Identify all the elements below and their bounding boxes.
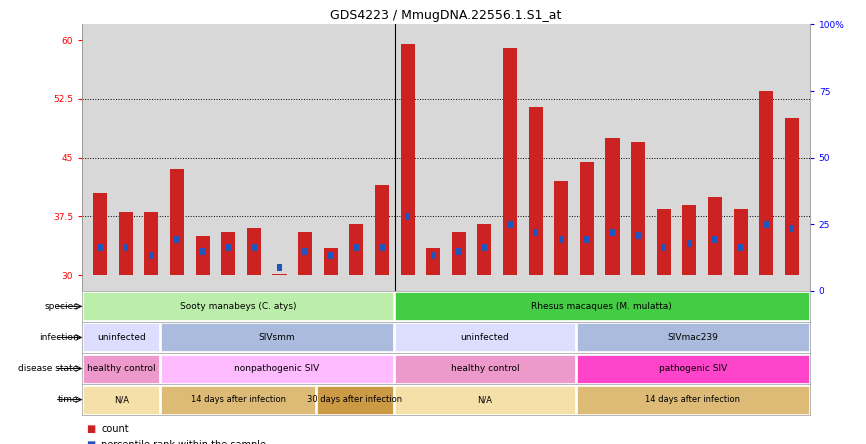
Bar xyxy=(123,244,128,251)
Text: healthy control: healthy control xyxy=(87,364,156,373)
Bar xyxy=(395,293,809,321)
Text: ■: ■ xyxy=(87,424,96,434)
Bar xyxy=(577,354,809,382)
Bar xyxy=(708,197,722,275)
Bar xyxy=(481,244,487,251)
Bar xyxy=(636,233,641,239)
Bar xyxy=(764,221,769,228)
Bar xyxy=(577,324,809,352)
Text: N/A: N/A xyxy=(477,395,493,404)
Bar xyxy=(395,324,575,352)
Bar xyxy=(610,229,615,236)
Bar xyxy=(585,236,590,243)
Bar xyxy=(375,185,389,275)
Bar xyxy=(298,232,312,275)
Text: infection: infection xyxy=(39,333,79,342)
Bar xyxy=(507,221,513,228)
Bar xyxy=(119,213,132,275)
Bar xyxy=(405,213,410,220)
Bar xyxy=(226,244,231,251)
Text: uninfected: uninfected xyxy=(461,333,509,342)
Bar xyxy=(682,205,696,275)
Text: SIVsmm: SIVsmm xyxy=(259,333,295,342)
Bar xyxy=(395,354,575,382)
Bar xyxy=(712,236,718,243)
Bar xyxy=(98,244,103,251)
Bar xyxy=(503,48,517,275)
Bar xyxy=(277,264,282,271)
Bar xyxy=(221,232,236,275)
Text: disease state: disease state xyxy=(18,364,79,373)
Text: species: species xyxy=(45,302,79,311)
Bar xyxy=(149,252,154,259)
Bar xyxy=(317,385,393,414)
Text: ■: ■ xyxy=(87,440,96,444)
Bar xyxy=(328,252,333,259)
Bar xyxy=(687,240,692,247)
Bar xyxy=(196,236,210,275)
Bar xyxy=(349,224,364,275)
Text: Sooty manabeys (C. atys): Sooty manabeys (C. atys) xyxy=(180,302,296,311)
Bar xyxy=(580,162,594,275)
Bar xyxy=(477,224,492,275)
Bar xyxy=(656,209,671,275)
Bar xyxy=(631,142,645,275)
Bar xyxy=(661,244,666,251)
Bar xyxy=(200,248,205,255)
Text: N/A: N/A xyxy=(113,395,129,404)
Bar xyxy=(161,324,393,352)
Bar xyxy=(247,228,261,275)
Bar xyxy=(174,236,180,243)
Bar xyxy=(353,244,359,251)
Bar xyxy=(456,248,462,255)
Text: GDS4223 / MmugDNA.22556.1.S1_at: GDS4223 / MmugDNA.22556.1.S1_at xyxy=(330,9,562,22)
Text: healthy control: healthy control xyxy=(450,364,520,373)
Bar xyxy=(379,244,385,251)
Bar xyxy=(83,324,159,352)
Bar xyxy=(528,107,543,275)
Bar xyxy=(554,181,568,275)
Bar xyxy=(251,244,256,251)
Bar xyxy=(395,385,575,414)
Text: 30 days after infection: 30 days after infection xyxy=(307,395,403,404)
Bar xyxy=(789,225,794,232)
Text: Rhesus macaques (M. mulatta): Rhesus macaques (M. mulatta) xyxy=(532,302,672,311)
Bar xyxy=(161,385,315,414)
Bar xyxy=(83,293,393,321)
Bar xyxy=(577,385,809,414)
Bar xyxy=(452,232,466,275)
Bar xyxy=(759,91,773,275)
Bar xyxy=(302,248,307,255)
Text: 14 days after infection: 14 days after infection xyxy=(191,395,286,404)
Bar xyxy=(161,354,393,382)
Text: pathogenic SIV: pathogenic SIV xyxy=(659,364,727,373)
Text: SIVmac239: SIVmac239 xyxy=(668,333,718,342)
Bar xyxy=(605,138,619,275)
Bar xyxy=(83,385,159,414)
Bar xyxy=(400,44,415,275)
Text: count: count xyxy=(101,424,129,434)
Bar xyxy=(83,354,159,382)
Bar xyxy=(738,244,743,251)
Bar xyxy=(145,213,158,275)
Bar xyxy=(273,274,287,275)
Bar xyxy=(785,119,798,275)
Text: time: time xyxy=(58,395,79,404)
Bar xyxy=(426,248,440,275)
Bar xyxy=(170,169,184,275)
Text: 14 days after infection: 14 days after infection xyxy=(645,395,740,404)
Text: nonpathogenic SIV: nonpathogenic SIV xyxy=(235,364,320,373)
Bar xyxy=(324,248,338,275)
Text: percentile rank within the sample: percentile rank within the sample xyxy=(101,440,267,444)
Bar xyxy=(533,229,539,236)
Bar xyxy=(94,193,107,275)
Bar xyxy=(734,209,747,275)
Text: uninfected: uninfected xyxy=(97,333,145,342)
Bar xyxy=(559,236,564,243)
Bar xyxy=(430,252,436,259)
